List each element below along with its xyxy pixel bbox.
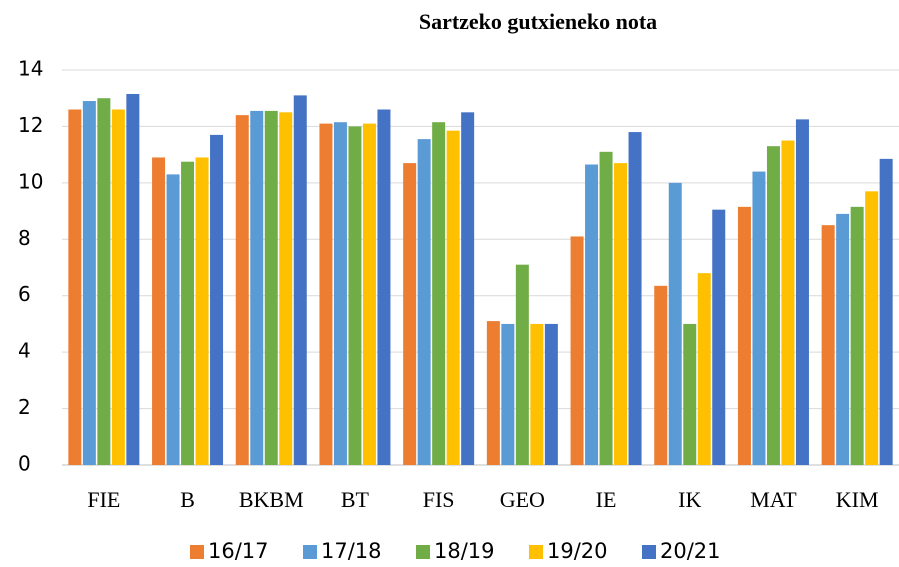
bar (486, 321, 500, 465)
x-tick-label: IE (596, 487, 617, 512)
bar (752, 171, 766, 466)
bar (195, 157, 209, 465)
legend-swatch (416, 545, 430, 559)
y-tick-label: 12 (18, 113, 43, 137)
y-tick-label: 10 (18, 169, 43, 193)
legend-swatch (303, 545, 317, 559)
y-tick-label: 14 (18, 57, 43, 81)
bar (712, 209, 726, 465)
bar (319, 123, 333, 465)
bar (362, 123, 376, 465)
bar (166, 174, 180, 465)
x-tick-label: BT (341, 487, 370, 512)
bar (614, 163, 628, 465)
bar (348, 126, 362, 465)
bar (264, 110, 278, 466)
bar (333, 122, 347, 466)
bar (668, 182, 682, 465)
bar (446, 130, 460, 466)
bar (181, 161, 195, 466)
bar (279, 112, 293, 466)
x-tick-label: MAT (750, 487, 797, 512)
bar (781, 140, 795, 466)
x-tick-label: GEO (500, 487, 545, 512)
y-tick-label: 6 (18, 282, 31, 306)
bar (821, 225, 835, 465)
bar (126, 93, 140, 465)
bar (97, 98, 111, 465)
bar (766, 146, 780, 465)
x-tick-label: IK (678, 487, 701, 512)
bar (417, 139, 431, 465)
bar (544, 323, 558, 465)
legend-swatch (190, 545, 204, 559)
x-tick-label: FIS (423, 487, 455, 512)
bar (68, 109, 82, 465)
bar (530, 323, 544, 465)
bar (432, 122, 446, 466)
bar (683, 323, 697, 465)
bar (795, 119, 809, 465)
x-tick-label: BKBM (239, 487, 304, 512)
legend-label: 20/21 (660, 539, 721, 563)
x-tick-label: FIE (87, 487, 120, 512)
bar (250, 110, 264, 466)
bar (599, 151, 613, 466)
bar (501, 323, 515, 465)
legend-label: 16/17 (208, 539, 269, 563)
chart-title: Sartzeko gutxieneko nota (419, 9, 657, 34)
legend-label: 17/18 (321, 539, 382, 563)
y-tick-label: 8 (18, 226, 31, 250)
y-tick-label: 4 (18, 339, 31, 363)
bar (515, 264, 529, 465)
bar (585, 164, 599, 465)
x-tick-label: B (180, 487, 195, 512)
legend-label: 19/20 (547, 539, 608, 563)
bar (836, 213, 850, 465)
x-tick-label: KIM (836, 487, 879, 512)
bar (377, 109, 391, 465)
legend-swatch (529, 545, 543, 559)
bar (82, 101, 96, 466)
bar (461, 112, 475, 466)
y-tick-label: 2 (18, 395, 31, 419)
legend-label: 18/19 (434, 539, 495, 563)
bar (850, 206, 864, 465)
bar (628, 132, 642, 466)
legend-swatch (642, 545, 656, 559)
bar (570, 236, 584, 465)
bar (654, 285, 668, 465)
bar (210, 134, 224, 465)
bar (152, 157, 166, 465)
bar (403, 163, 417, 465)
y-tick-label: 0 (18, 452, 31, 476)
bar (879, 158, 893, 465)
bar (111, 109, 125, 465)
bar (697, 273, 711, 465)
bar (293, 95, 307, 466)
bar (865, 191, 879, 466)
bar (235, 115, 249, 466)
bar (737, 206, 751, 465)
